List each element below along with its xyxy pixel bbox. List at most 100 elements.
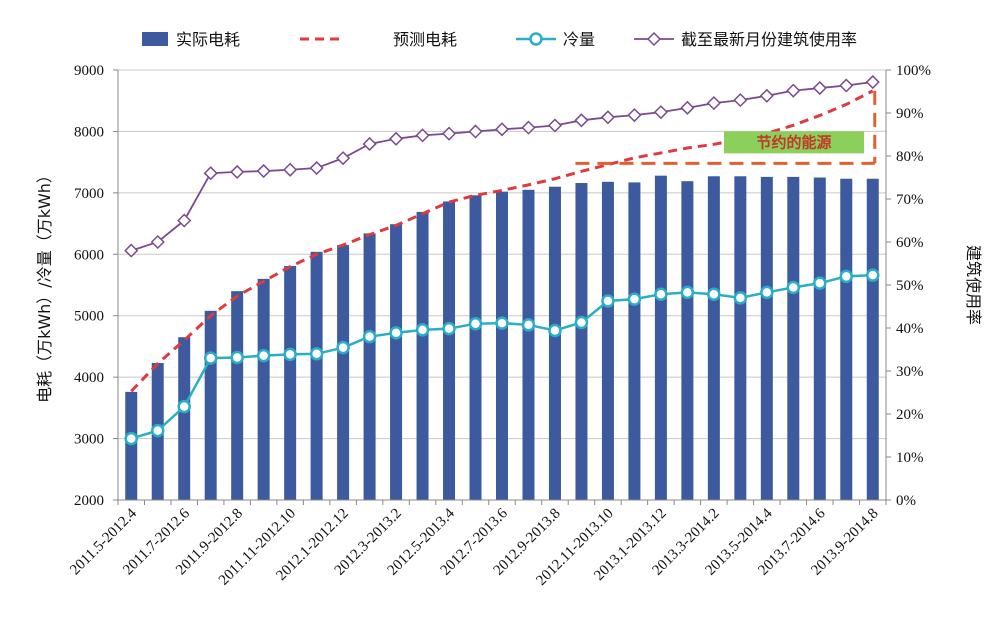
- left-tick-label: 4000: [74, 370, 104, 386]
- legend-swatch-usage-marker: [646, 31, 662, 47]
- usage-point: [786, 83, 801, 98]
- annotation-label: 节约的能源: [756, 133, 831, 151]
- right-tick-label: 70%: [896, 192, 924, 208]
- cooling-point: [601, 294, 615, 308]
- usage-point: [839, 78, 854, 93]
- usage-point: [336, 151, 351, 166]
- right-tick-label: 0%: [896, 493, 916, 509]
- left-tick-label: 5000: [74, 309, 104, 325]
- legend: 实际电耗 预测电耗 冷量 截至最新月份建筑使用率: [142, 30, 857, 49]
- left-tick-label: 7000: [74, 186, 104, 202]
- cooling-point: [230, 350, 244, 365]
- bar: [284, 265, 297, 500]
- usage-point: [865, 74, 880, 90]
- usage-point: [230, 164, 245, 179]
- usage-point: [627, 108, 642, 123]
- usage-point: [600, 110, 615, 125]
- usage-point: [574, 113, 589, 128]
- right-tick-label: 60%: [896, 235, 924, 251]
- cooling-point: [283, 347, 297, 362]
- cooling-point: [124, 431, 138, 446]
- annotation-label-bg: [724, 131, 864, 154]
- cooling-point: [336, 340, 350, 355]
- left-axis-title: 电耗（万kWh）/冷量（万kWh）: [35, 167, 54, 403]
- right-tick-label: 40%: [896, 321, 924, 337]
- cooling-point: [548, 323, 562, 338]
- bar: [204, 310, 217, 500]
- left-tick-label: 3000: [74, 432, 104, 448]
- bar: [443, 201, 456, 500]
- legend-swatch-cooling-marker: [529, 32, 543, 46]
- legend-label-cooling: 冷量: [563, 30, 595, 49]
- energy-saved-annotation: 节约的能源: [575, 90, 877, 165]
- usage-point: [309, 160, 324, 176]
- cooling-point: [839, 269, 854, 284]
- cooling-point: [680, 285, 695, 300]
- usage-point: [256, 163, 271, 179]
- cooling-point: [362, 329, 377, 344]
- bar: [681, 181, 694, 500]
- usage-point: [203, 166, 218, 181]
- usage-point: [362, 136, 377, 152]
- bar: [734, 176, 747, 500]
- right-tick-label: 90%: [896, 106, 924, 122]
- usage-point: [547, 118, 563, 133]
- cooling-point: [150, 423, 165, 438]
- cooling-point: [177, 399, 191, 414]
- usage-point: [521, 120, 536, 135]
- bar: [654, 175, 667, 500]
- cooling-point: [654, 287, 668, 301]
- bar: [813, 177, 826, 500]
- cooling-point: [495, 316, 509, 330]
- legend-swatch-actual: [142, 32, 168, 46]
- usage-point: [389, 131, 404, 146]
- usage-point: [812, 80, 827, 96]
- bar: [469, 195, 482, 501]
- bar: [496, 191, 508, 500]
- usage-point: [441, 126, 457, 141]
- right-tick-label: 20%: [896, 407, 924, 423]
- bar: [257, 278, 270, 500]
- cooling-point: [203, 351, 218, 365]
- usage-point: [706, 96, 721, 111]
- usage-point: [468, 124, 483, 139]
- right-tick-label: 50%: [896, 278, 924, 294]
- right-tick-label: 100%: [896, 63, 931, 79]
- bar: [231, 291, 244, 500]
- cooling-point: [442, 321, 456, 336]
- bar: [548, 186, 561, 500]
- cooling-point: [813, 276, 827, 290]
- cooling-point: [733, 291, 748, 305]
- left-tick-label: 9000: [74, 63, 104, 79]
- cooling-point: [309, 347, 324, 361]
- cooling-point: [707, 287, 721, 301]
- cooling-point: [866, 268, 880, 282]
- right-tick-label: 80%: [896, 149, 924, 165]
- usage-point: [415, 128, 430, 143]
- bar: [628, 182, 641, 500]
- cooling-point: [786, 280, 801, 295]
- bar: [787, 176, 800, 500]
- bar: [390, 224, 403, 500]
- bar: [522, 189, 535, 501]
- right-tick-label: 30%: [896, 364, 924, 380]
- bar: [125, 391, 138, 500]
- bar: [575, 183, 588, 500]
- usage-point: [680, 100, 695, 115]
- cooling-point: [760, 285, 774, 300]
- bar: [416, 211, 429, 500]
- usage-point: [653, 105, 668, 120]
- bar: [601, 181, 614, 501]
- bar: [866, 178, 879, 500]
- usage-point: [150, 234, 165, 250]
- cooling-point: [574, 315, 589, 330]
- usage-point: [759, 88, 774, 103]
- bar: [707, 176, 720, 500]
- left-tick-label: 8000: [74, 124, 104, 140]
- right-tick-label: 10%: [896, 450, 924, 466]
- cooling-point: [256, 348, 271, 363]
- usage-point: [283, 162, 298, 177]
- bar: [363, 233, 376, 500]
- cooling-point: [415, 323, 430, 337]
